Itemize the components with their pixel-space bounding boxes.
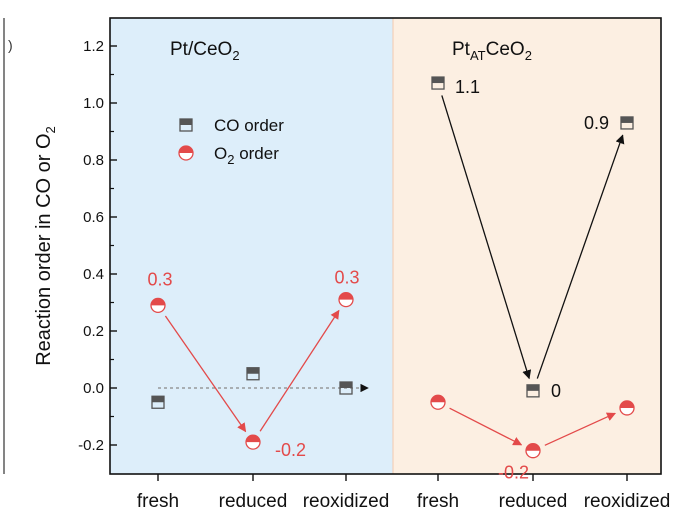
o2-order-point bbox=[619, 400, 635, 416]
y-tick-label: -0.2 bbox=[78, 437, 104, 454]
o2-order-point bbox=[430, 394, 446, 410]
co-order-point bbox=[620, 116, 634, 130]
y-tick-label: 0.6 bbox=[83, 209, 104, 226]
data-label: 0.3 bbox=[147, 269, 172, 289]
data-label: -0.2 bbox=[498, 463, 529, 483]
legend-co-label: CO order bbox=[214, 116, 284, 135]
co-order-point bbox=[339, 381, 353, 395]
co-order-point bbox=[246, 367, 260, 381]
x-tick-label: reduced bbox=[499, 491, 568, 512]
data-label: -0.2 bbox=[275, 440, 306, 460]
x-tick-label: fresh bbox=[417, 491, 459, 512]
transition-arrow bbox=[449, 407, 523, 446]
arrows bbox=[164, 95, 625, 446]
y-tick-label: 0.0 bbox=[83, 380, 104, 397]
transition-arrow bbox=[259, 309, 340, 432]
x-tick-label: fresh bbox=[137, 491, 179, 512]
data-points bbox=[150, 76, 635, 459]
y-tick-label: 0.8 bbox=[83, 152, 104, 169]
transition-arrow bbox=[164, 315, 247, 433]
y-tick-label: 1.2 bbox=[83, 38, 104, 55]
x-tick-label: reduced bbox=[219, 491, 288, 512]
data-label: 0 bbox=[551, 381, 561, 401]
legend: CO order O2 order bbox=[178, 116, 284, 167]
legend-circle-icon bbox=[178, 145, 194, 161]
o2-order-point bbox=[525, 443, 541, 459]
data-labels: 0.3 -0.2 0.3 -0.2 1.1 0 0.9 bbox=[147, 77, 609, 483]
o2-order-point bbox=[338, 291, 354, 308]
y-tick-label: 1.0 bbox=[83, 95, 104, 112]
y-axis: -0.2 0.0 0.2 0.4 0.6 0.8 1.0 1.2 bbox=[78, 38, 117, 454]
data-label: 0.3 bbox=[334, 268, 359, 288]
co-order-point bbox=[151, 395, 165, 409]
y-tick-label: 0.2 bbox=[83, 323, 104, 340]
panel-title-ptat-ceo2: PtATCeO2 bbox=[452, 39, 532, 63]
x-axis: fresh reduced reoxidized fresh reduced reoxid… bbox=[137, 474, 670, 512]
co-order-point bbox=[526, 384, 540, 398]
legend-o2-marker bbox=[178, 145, 194, 161]
y-axis-label: Reaction order in CO or O2 bbox=[33, 126, 58, 366]
o2-order-point bbox=[150, 297, 166, 314]
o2-order-point bbox=[245, 434, 261, 450]
panel-title-pt-ceo2: Pt/CeO2 bbox=[170, 39, 240, 63]
data-label: 0.9 bbox=[584, 113, 609, 133]
y-tick-label: 0.4 bbox=[83, 266, 104, 283]
legend-co-marker bbox=[179, 118, 193, 132]
transition-arrow bbox=[536, 134, 625, 379]
transition-arrow bbox=[544, 412, 616, 446]
data-label: 1.1 bbox=[455, 77, 480, 97]
co-order-point bbox=[431, 76, 445, 90]
edge-glyph: ) bbox=[8, 37, 13, 53]
transition-arrow bbox=[441, 95, 532, 380]
legend-square-icon bbox=[179, 118, 193, 132]
x-tick-label: reoxidized bbox=[584, 491, 671, 512]
x-tick-label: reoxidized bbox=[303, 491, 390, 512]
